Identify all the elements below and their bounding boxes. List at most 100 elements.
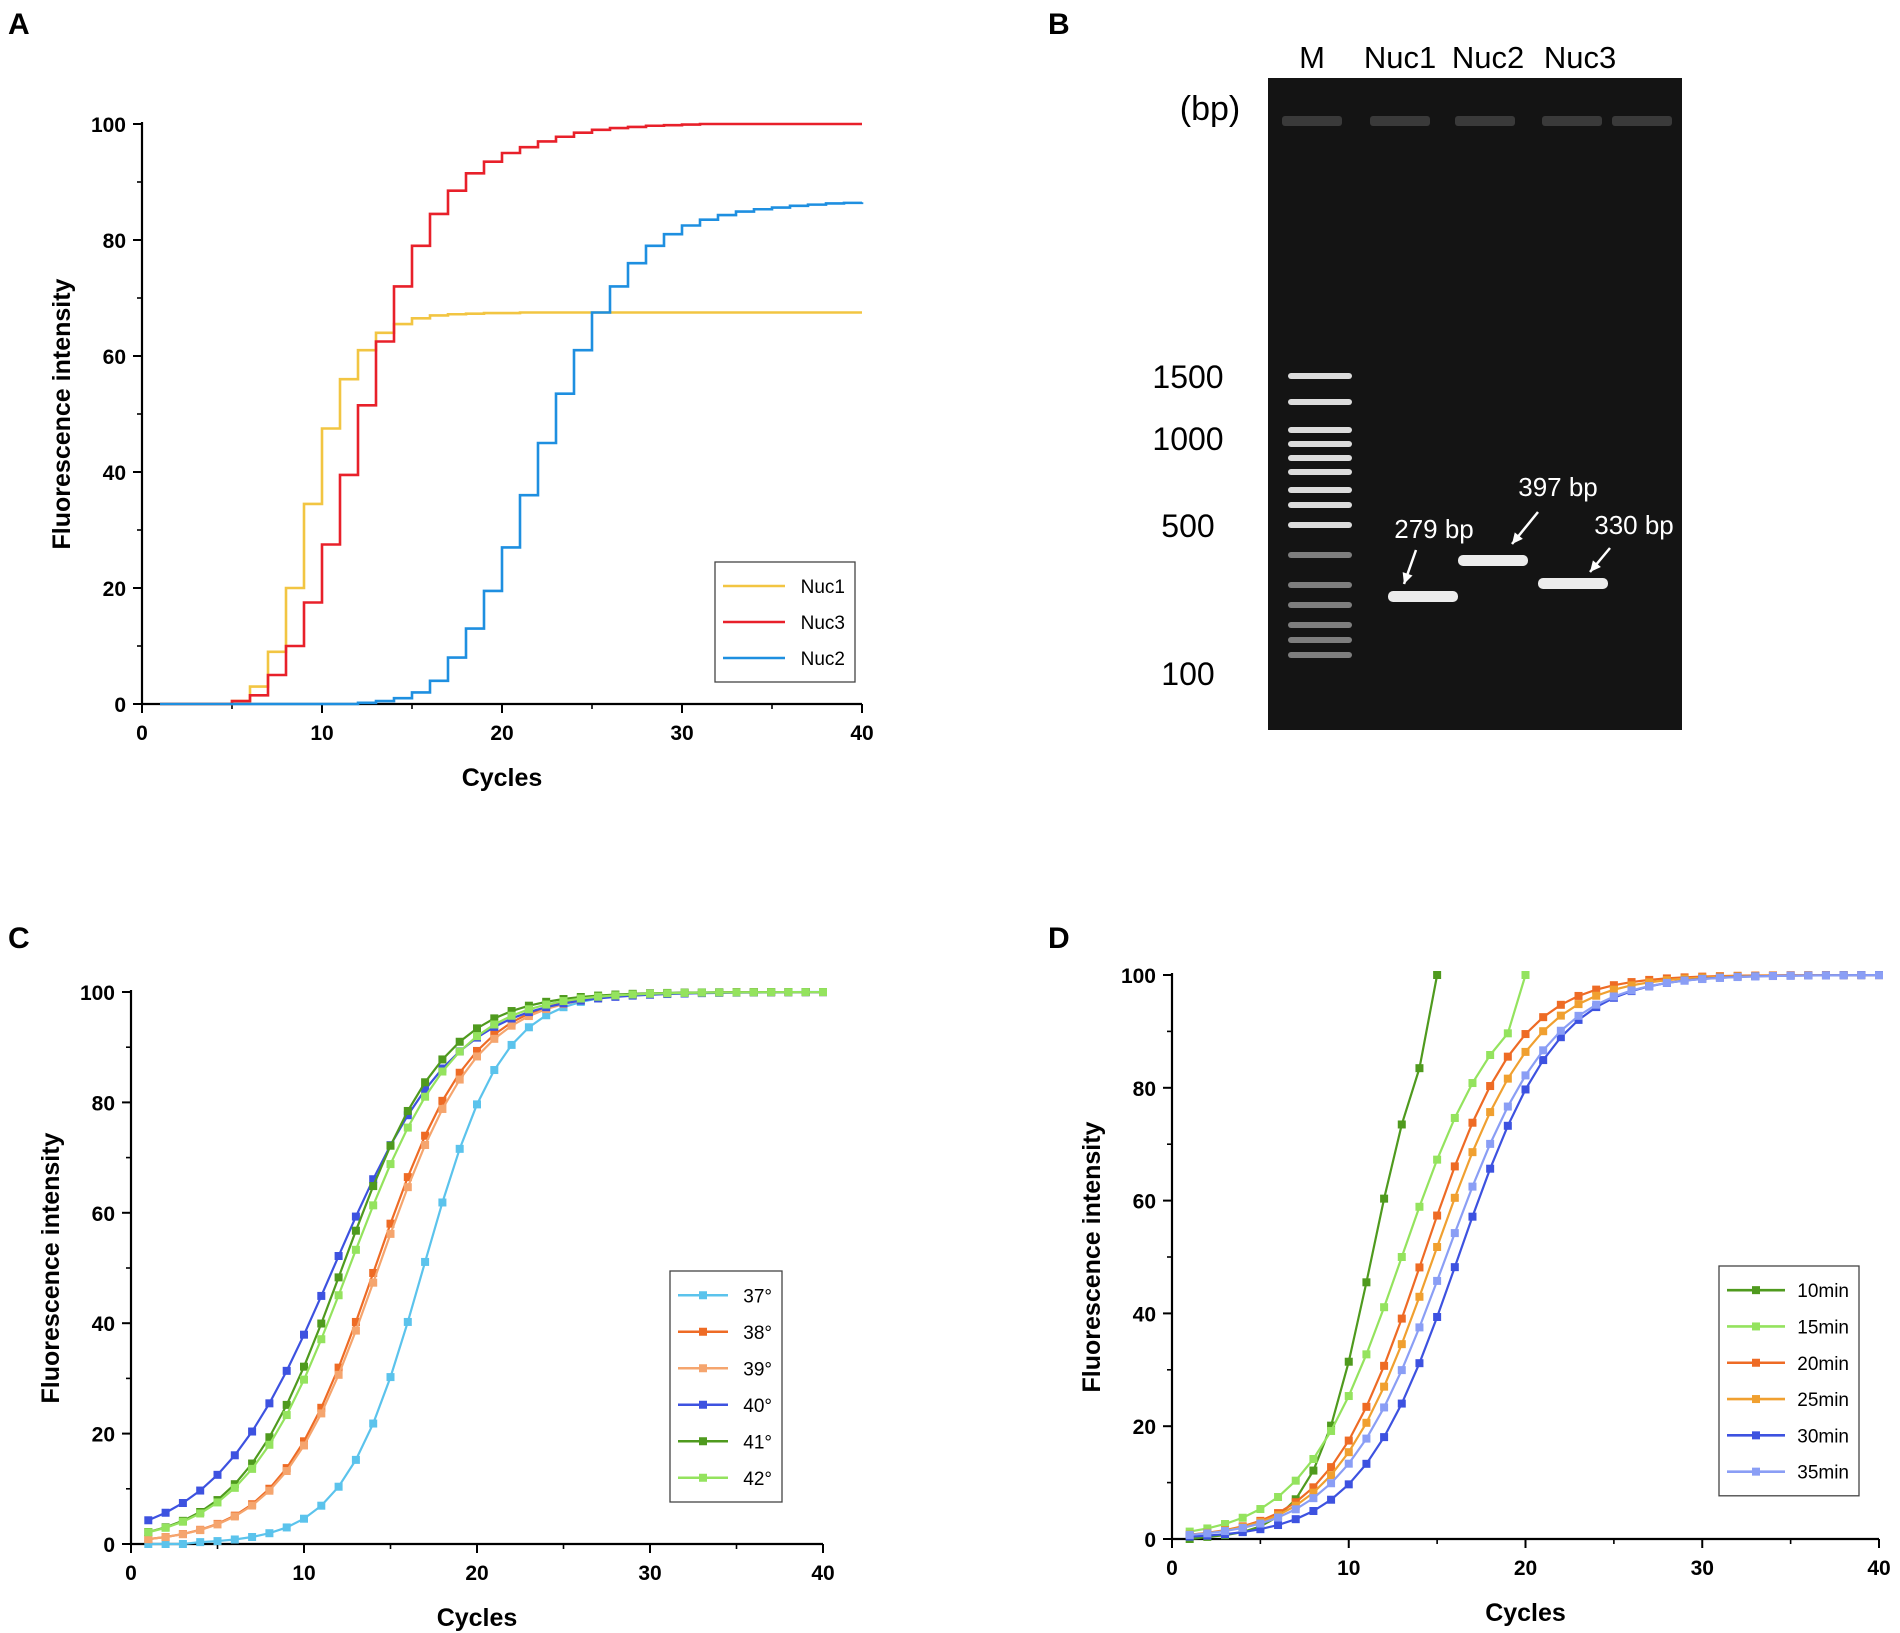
chart-c-series-5-point: [594, 992, 603, 1001]
chart-a-legend-entry: Nuc3: [801, 613, 845, 634]
chart-c-series-5-point: [196, 1509, 205, 1518]
chart-c-series-5-point: [663, 989, 672, 998]
chart-d-x-tick-label: 30: [1691, 1557, 1714, 1580]
band-size-label: 397 bp: [1518, 472, 1598, 502]
chart-d-legend-entry: 20min: [1797, 1354, 1849, 1375]
chart-d-series-4-point: [1380, 1433, 1389, 1442]
chart-d-series-2-point: [1450, 1162, 1459, 1171]
chart-c-series-5-point: [403, 1123, 412, 1132]
chart-d-series-4-point: [1291, 1515, 1300, 1524]
chart-d-series-5-point: [1238, 1523, 1247, 1532]
chart-d-series-3-point: [1468, 1148, 1477, 1157]
chart-c-series-0-point: [438, 1198, 447, 1207]
chart-d-series-0-point: [1433, 971, 1442, 979]
chart-d-series-4-point: [1274, 1521, 1283, 1530]
chart-d-series-4-point: [1309, 1507, 1318, 1516]
chart-c-y-tick-label: 40: [92, 1313, 115, 1336]
chart-d-series-5-point: [1768, 972, 1777, 981]
chart-c-series-3-point: [282, 1366, 291, 1375]
chart-d-legend-swatch-marker: [1752, 1395, 1760, 1404]
chart-d-series-5-point: [1804, 971, 1813, 980]
chart-d-series-4-point: [1238, 1528, 1247, 1537]
ladder-band: [1288, 427, 1352, 433]
ladder-band: [1288, 399, 1352, 405]
chart-c-series-3-point: [178, 1499, 187, 1508]
chart-d-series-4-point: [1415, 1359, 1424, 1368]
chart-c-series-0-point: [144, 1540, 153, 1548]
chart-c-series-0-point: [421, 1257, 430, 1266]
chart-c-series-2-point: [421, 1141, 430, 1150]
chart-d-y-tick-label: 80: [1133, 1078, 1156, 1101]
chart-c-series-3-point: [317, 1291, 326, 1300]
chart-d-series-5-point: [1609, 992, 1618, 1001]
chart-d-series-2-point: [1327, 1463, 1336, 1472]
chart-c-legend-entry: 38°: [743, 1323, 772, 1344]
chart-c-series-4-point: [473, 1024, 481, 1033]
chart-d-series-5-point: [1627, 986, 1636, 995]
chart-c-series-0-point: [178, 1540, 187, 1548]
chart-d-series-4-point: [1344, 1480, 1353, 1489]
chart-c-x-tick-label: 30: [638, 1562, 661, 1585]
chart-c-series-4-point: [334, 1273, 343, 1282]
chart-d-y-tick-label: 0: [1144, 1529, 1156, 1552]
chart-c-legend-entry: 42°: [743, 1469, 772, 1490]
chart-c-series-4-point: [490, 1014, 499, 1023]
chart-c-series-0-point: [334, 1482, 343, 1491]
chart-d-legend-entry: 35min: [1797, 1463, 1849, 1484]
chart-d-series-3-point: [1574, 1000, 1583, 1009]
chart-c-series-5-point: [473, 1032, 481, 1041]
chart-d-x-tick-label: 10: [1337, 1557, 1360, 1580]
chart-c-series-1-point: [334, 1363, 343, 1372]
chart-d-series-5-point: [1397, 1366, 1406, 1375]
ladder-band: [1288, 469, 1352, 475]
chart-d-series-2-point: [1433, 1211, 1442, 1220]
chart-c-series-1-point: [351, 1317, 360, 1326]
chart-c-series-4-point: [507, 1007, 516, 1016]
chart-c-series-4-point: [265, 1433, 274, 1442]
chart-a-series-2-line: [160, 201, 864, 706]
chart-d-series-5-point: [1468, 1182, 1477, 1191]
chart-d-series-4-point: [1486, 1164, 1495, 1173]
chart-c-series-1-point: [490, 1030, 499, 1039]
chart-d-series-3-point: [1327, 1471, 1336, 1480]
chart-d-series-4-point: [1556, 1033, 1565, 1042]
chart-c-series-4-point: [455, 1037, 464, 1046]
chart-c-series-0-point: [300, 1514, 308, 1523]
chart-d-y-tick-label: 20: [1133, 1416, 1156, 1439]
chart-c-series-0-point: [542, 1011, 551, 1020]
chart-c-series-4-point: [438, 1055, 447, 1064]
chart-d-series-4-point: [1397, 1399, 1406, 1408]
chart-d-series-3-point: [1556, 1011, 1565, 1020]
chart-c-series-1-point: [300, 1437, 308, 1446]
chart-c-series-5-point: [507, 1011, 516, 1020]
chart-d-series-0-point: [1362, 1278, 1371, 1287]
chart-d-series-2-point: [1344, 1436, 1353, 1445]
chart-d-series-0-point: [1309, 1466, 1318, 1475]
ladder-band: [1288, 637, 1352, 643]
chart-d-series-4-point: [1362, 1459, 1371, 1468]
chart-a-legend-entry: Nuc1: [801, 577, 845, 598]
chart-d-series-1-point: [1521, 971, 1530, 979]
chart-d-legend-swatch-marker: [1752, 1431, 1760, 1440]
chart-d-series-5-point: [1751, 972, 1760, 981]
chart-d-series-5-point: [1433, 1276, 1442, 1285]
chart-c-series-5-point: [248, 1464, 257, 1473]
panel-d-label: D: [1048, 922, 1070, 955]
chart-c-series-5-point: [490, 1020, 499, 1029]
chart-d-series-4-point: [1433, 1312, 1442, 1321]
chart-d-series-2-point: [1592, 985, 1601, 994]
chart-c-x-tick-label: 40: [811, 1562, 834, 1585]
chart-c-series-5-point: [178, 1517, 187, 1526]
chart-c-series-3-point: [351, 1212, 360, 1221]
chart-d-x-tick-label: 20: [1514, 1557, 1537, 1580]
chart-c-series-5-point: [749, 988, 758, 997]
chart-d-series-5-point: [1680, 976, 1689, 985]
chart-a-series-0-line: [160, 311, 862, 706]
ladder-band: [1288, 455, 1352, 461]
chart-d-series-4-point: [1256, 1525, 1265, 1534]
chart-d-series-1-point: [1256, 1505, 1265, 1514]
chart-c-series-1-point: [386, 1219, 395, 1228]
chart-c-legend-box: [669, 1270, 783, 1503]
chart-d-series-3-point: [1539, 1027, 1548, 1036]
